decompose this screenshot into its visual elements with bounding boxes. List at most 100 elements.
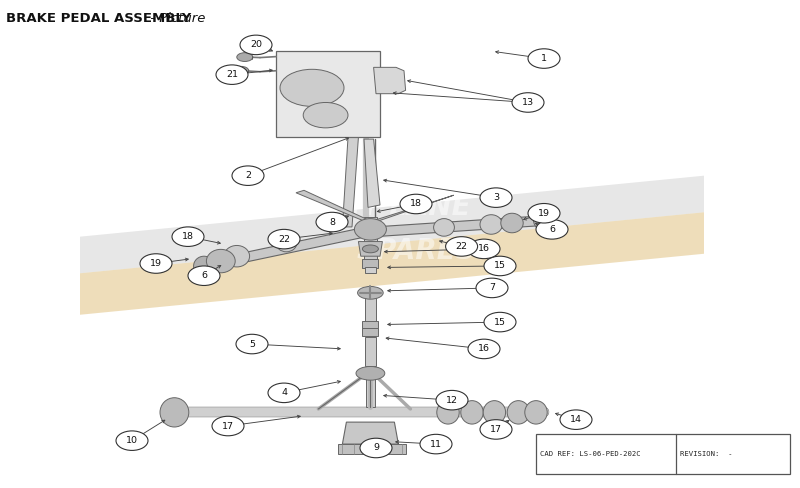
Circle shape xyxy=(316,212,348,232)
Ellipse shape xyxy=(483,401,506,424)
Text: 2: 2 xyxy=(245,171,251,180)
Circle shape xyxy=(480,420,512,439)
Ellipse shape xyxy=(362,245,378,253)
Circle shape xyxy=(360,438,392,458)
Ellipse shape xyxy=(437,401,459,424)
Text: 7: 7 xyxy=(489,284,495,292)
Text: 17: 17 xyxy=(222,422,234,430)
Bar xyxy=(366,374,375,407)
Circle shape xyxy=(268,383,300,403)
Text: 6: 6 xyxy=(549,225,555,234)
Ellipse shape xyxy=(276,234,297,252)
Circle shape xyxy=(436,390,468,410)
Text: SPARES: SPARES xyxy=(356,237,476,265)
Ellipse shape xyxy=(233,66,249,75)
Circle shape xyxy=(400,194,432,214)
Text: 15: 15 xyxy=(494,262,506,270)
Text: 17: 17 xyxy=(490,425,502,434)
Circle shape xyxy=(240,35,272,55)
Circle shape xyxy=(232,166,264,185)
Polygon shape xyxy=(276,51,380,137)
Text: 8: 8 xyxy=(329,218,335,226)
Text: CAD REF: LS-06-PED-202C: CAD REF: LS-06-PED-202C xyxy=(540,451,641,457)
Text: 13: 13 xyxy=(522,98,534,107)
Circle shape xyxy=(468,339,500,359)
Bar xyxy=(364,217,377,259)
Ellipse shape xyxy=(461,401,483,424)
Ellipse shape xyxy=(480,215,502,234)
Circle shape xyxy=(140,254,172,273)
Bar xyxy=(362,259,378,268)
Polygon shape xyxy=(342,422,398,444)
Circle shape xyxy=(236,334,268,354)
Text: 22: 22 xyxy=(278,235,290,244)
Text: 21: 21 xyxy=(226,70,238,79)
Circle shape xyxy=(560,410,592,429)
Ellipse shape xyxy=(356,366,385,380)
Ellipse shape xyxy=(434,219,454,236)
Text: PIT LANE: PIT LANE xyxy=(330,193,470,222)
Ellipse shape xyxy=(354,219,386,240)
Text: 5: 5 xyxy=(249,340,255,348)
Ellipse shape xyxy=(534,211,554,230)
Bar xyxy=(365,293,376,322)
Circle shape xyxy=(188,266,220,285)
Circle shape xyxy=(528,203,560,223)
Text: 16: 16 xyxy=(478,345,490,353)
Polygon shape xyxy=(342,138,358,227)
Text: 18: 18 xyxy=(410,200,422,208)
Text: BRAKE PEDAL ASSEMBLY: BRAKE PEDAL ASSEMBLY xyxy=(6,12,192,25)
Text: 6: 6 xyxy=(201,271,207,280)
Circle shape xyxy=(480,188,512,207)
Ellipse shape xyxy=(501,213,523,233)
Circle shape xyxy=(216,65,248,84)
Circle shape xyxy=(446,237,478,256)
Circle shape xyxy=(268,229,300,249)
Text: 19: 19 xyxy=(150,259,162,268)
Text: 20: 20 xyxy=(250,41,262,49)
Circle shape xyxy=(512,93,544,112)
Text: 22: 22 xyxy=(456,242,467,251)
Polygon shape xyxy=(374,216,544,237)
Bar xyxy=(365,337,376,366)
Circle shape xyxy=(116,431,148,450)
Circle shape xyxy=(528,49,560,68)
Polygon shape xyxy=(364,139,380,207)
Ellipse shape xyxy=(303,102,348,128)
Text: 14: 14 xyxy=(570,415,582,424)
Ellipse shape xyxy=(507,401,530,424)
Text: 16: 16 xyxy=(478,244,490,253)
Circle shape xyxy=(476,278,508,298)
Text: 15: 15 xyxy=(494,318,506,326)
Ellipse shape xyxy=(194,256,214,276)
Text: 4: 4 xyxy=(281,388,287,397)
Ellipse shape xyxy=(280,69,344,106)
Circle shape xyxy=(172,227,204,246)
Circle shape xyxy=(484,256,516,276)
Bar xyxy=(536,434,790,474)
Circle shape xyxy=(468,239,500,259)
Ellipse shape xyxy=(160,398,189,427)
Text: REVISION:  -: REVISION: - xyxy=(680,451,733,457)
Circle shape xyxy=(420,434,452,454)
Text: 19: 19 xyxy=(538,209,550,218)
Polygon shape xyxy=(374,67,406,94)
Bar xyxy=(362,321,378,328)
Polygon shape xyxy=(338,444,406,454)
Ellipse shape xyxy=(525,401,547,424)
Text: 11: 11 xyxy=(430,440,442,448)
Text: 1: 1 xyxy=(541,54,547,63)
Circle shape xyxy=(536,220,568,239)
Polygon shape xyxy=(80,212,704,315)
Polygon shape xyxy=(204,227,366,271)
Polygon shape xyxy=(80,176,704,273)
Ellipse shape xyxy=(237,53,253,61)
Bar xyxy=(362,328,378,336)
Text: 10: 10 xyxy=(126,436,138,445)
Text: 3: 3 xyxy=(493,193,499,202)
Polygon shape xyxy=(358,242,382,256)
Text: 12: 12 xyxy=(446,396,458,405)
Polygon shape xyxy=(369,195,454,222)
Ellipse shape xyxy=(224,245,250,267)
Text: 9: 9 xyxy=(373,444,379,452)
